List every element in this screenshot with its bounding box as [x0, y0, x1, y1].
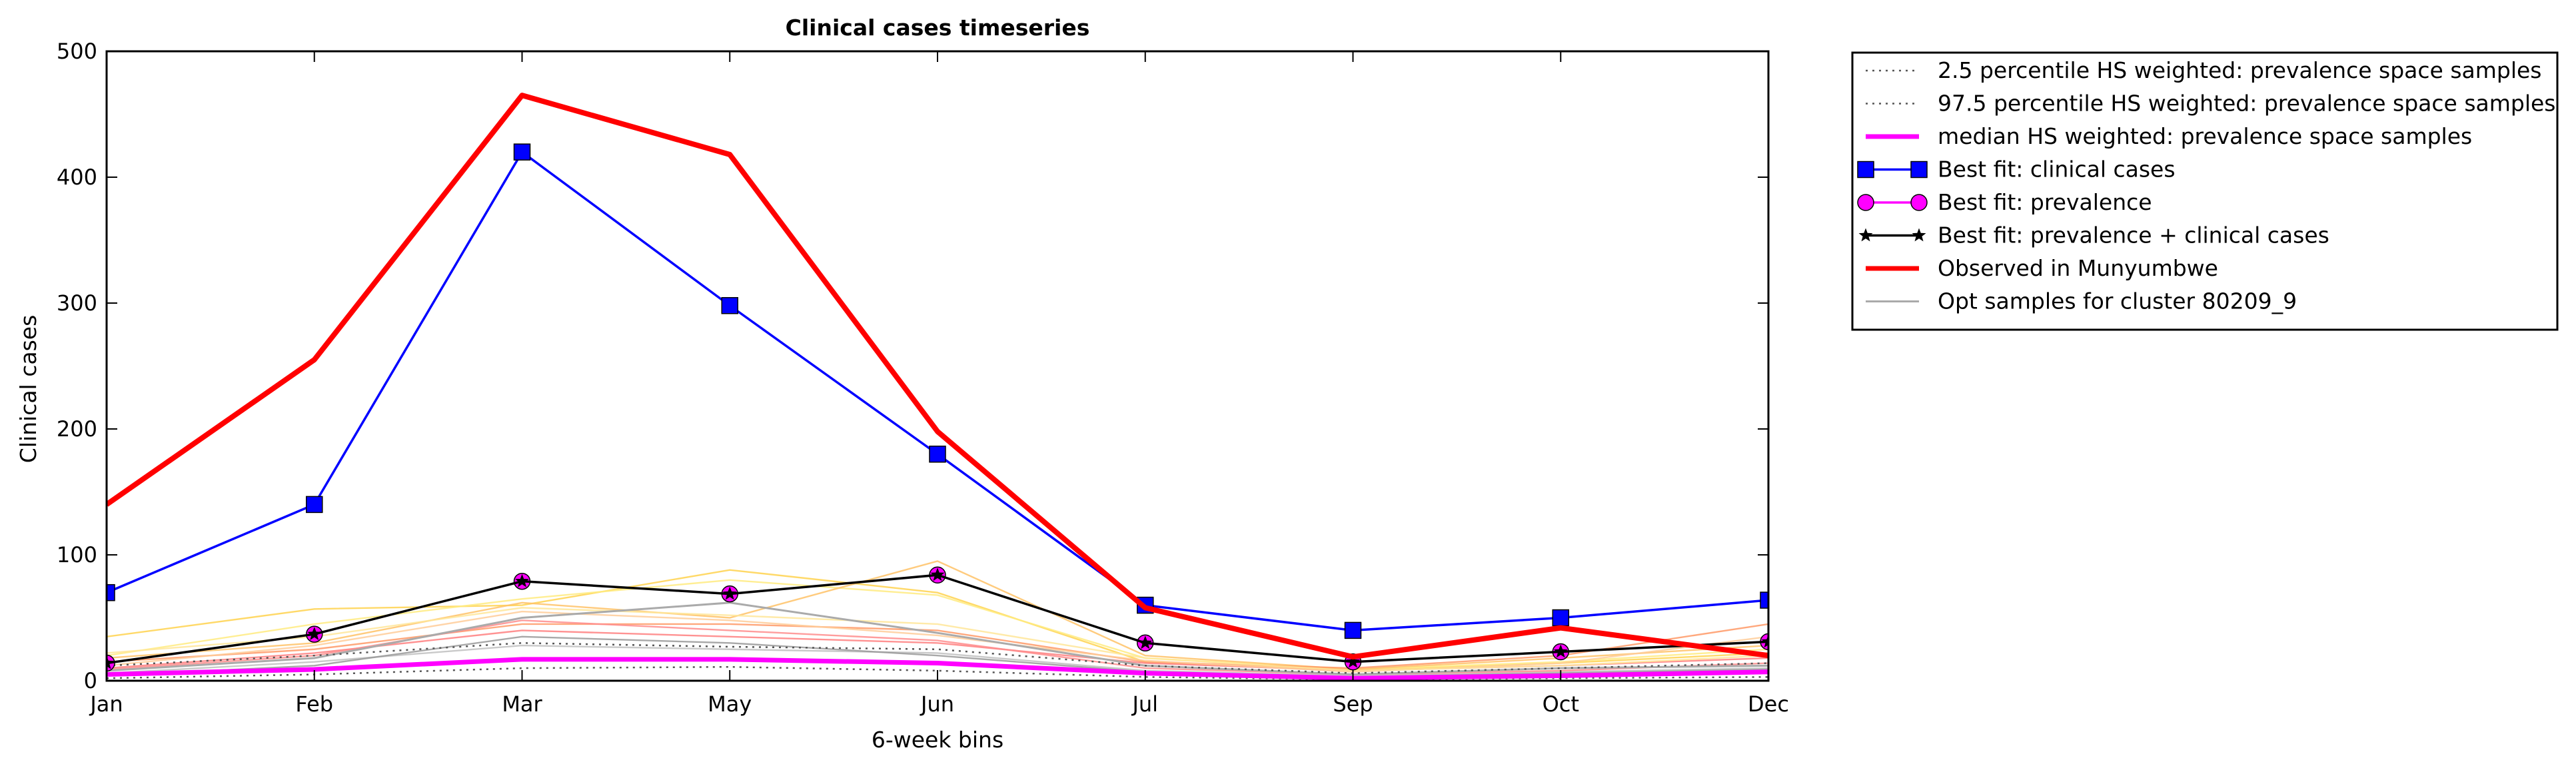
series-6-marker-6	[1138, 635, 1153, 649]
sample-line-4	[107, 623, 1768, 669]
legend-item-4-marker-1	[1857, 161, 1874, 179]
series-4-marker-3	[513, 143, 531, 161]
legend-item-1-label: 2.5 percentile HS weighted: prevalence s…	[1938, 57, 2542, 83]
series-line-2	[107, 642, 1768, 674]
series-6-marker-9	[1761, 634, 1768, 648]
x-tick-label-Jul: Jul	[1131, 691, 1158, 717]
x-tick-label-Mar: Mar	[502, 691, 542, 717]
legend-item-5-marker-1	[1857, 194, 1874, 211]
legend-item-4-label: Best fit: clinical cases	[1938, 157, 2176, 183]
series-6-marker-1	[107, 655, 114, 669]
x-tick-label-May: May	[708, 691, 752, 717]
x-tick-label-Jan: Jan	[89, 691, 123, 717]
legend-item-7-label: Observed in Munyumbwe	[1938, 255, 2218, 281]
y-tick-label-0: 0	[84, 668, 97, 693]
x-tick-label-Oct: Oct	[1543, 691, 1579, 717]
legend: 2.5 percentile HS weighted: prevalence s…	[1851, 51, 2559, 331]
plot-series-group	[107, 93, 1768, 681]
series-4-marker-9	[1760, 591, 1768, 609]
legend-item-3-label: median HS weighted: prevalence space sam…	[1938, 123, 2472, 149]
sample-line-3	[107, 560, 1768, 671]
legend-item-6-label: Best fit: prevalence + clinical cases	[1938, 222, 2329, 248]
y-tick-label-500: 500	[57, 39, 97, 64]
series-4-marker-4	[721, 297, 738, 314]
y-tick-label-200: 200	[57, 416, 97, 442]
series-4-marker-7	[1344, 621, 1362, 639]
legend-frame	[1851, 51, 2559, 331]
series-6-marker-5	[930, 568, 945, 581]
plot-frame	[105, 50, 1770, 682]
legend-item-5-label: Best fit: prevalence	[1938, 189, 2152, 215]
legend-item-6-marker-2	[1912, 228, 1926, 242]
x-tick-label-Jun: Jun	[920, 691, 954, 717]
sample-line-6	[107, 610, 1768, 673]
series-6-marker-3	[515, 574, 529, 587]
y-tick-label-100: 100	[57, 542, 97, 568]
plot-area	[107, 93, 1768, 681]
legend-item-2-label: 97.5 percentile HS weighted: prevalence …	[1938, 91, 2556, 117]
series-4-marker-5	[929, 446, 946, 463]
y-axis-title: Clinical cases	[15, 315, 41, 464]
sample-line-10	[107, 607, 1768, 672]
series-line-3	[107, 657, 1768, 681]
series-4-marker-1	[107, 583, 115, 601]
series-6-marker-4	[722, 586, 737, 600]
legend-item-8-label: Opt samples for cluster 80209_9	[1938, 288, 2297, 314]
x-tick-label-Feb: Feb	[295, 691, 333, 717]
legend-item-5-marker-2	[1910, 194, 1928, 211]
axes: 0 100 200 300 400 500 Jan Feb Mar May Jun Jul Sep Oct…	[57, 39, 1789, 717]
series-6-marker-2	[307, 627, 322, 640]
chart-title: Clinical cases timeseries	[786, 15, 1090, 41]
x-axis-title: 6-week bins	[872, 727, 1003, 753]
series-4-marker-2	[306, 496, 323, 514]
series-line-7	[107, 93, 1768, 660]
y-tick-label-400: 400	[57, 165, 97, 190]
legend-item-4-marker-2	[1910, 161, 1928, 179]
legend-item-6-marker-1	[1858, 228, 1873, 242]
x-tick-label-Dec: Dec	[1748, 691, 1789, 717]
series-6-marker-8	[1553, 644, 1568, 658]
series-4-marker-8	[1552, 609, 1569, 627]
y-tick-label-300: 300	[57, 290, 97, 316]
x-tick-label-Sep: Sep	[1333, 691, 1373, 717]
series-line-4	[107, 150, 1768, 632]
series-6-marker-7	[1346, 654, 1360, 668]
